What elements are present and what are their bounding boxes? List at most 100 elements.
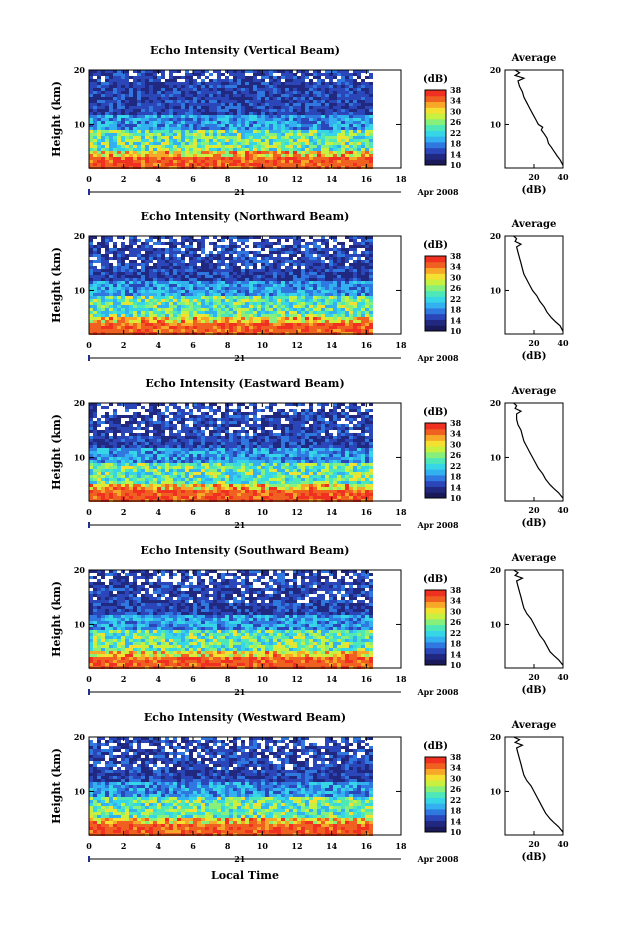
heatmap-cell: [201, 251, 205, 254]
heatmap-cell: [153, 103, 157, 106]
heatmap-cell: [113, 245, 117, 248]
heatmap-cell: [109, 239, 113, 242]
heatmap-cell: [129, 133, 133, 136]
heatmap-cell: [141, 254, 145, 257]
heatmap-cell: [353, 299, 357, 302]
heatmap-cell: [133, 448, 137, 451]
heatmap-cell: [261, 154, 265, 157]
heatmap-cell: [97, 76, 101, 79]
heatmap-cell: [157, 329, 161, 332]
heatmap-cell: [161, 121, 165, 124]
heatmap-cell: [173, 103, 177, 106]
heatmap-cell: [177, 278, 181, 281]
heatmap-cell: [117, 130, 121, 133]
heatmap-cell: [89, 323, 93, 326]
colorbar-unit-label: (dB): [423, 74, 448, 85]
heatmap-cell: [233, 323, 237, 326]
heatmap-cell: [101, 281, 105, 284]
heatmap-cell: [369, 163, 373, 166]
heatmap-cell: [149, 115, 153, 118]
heatmap-cell: [341, 124, 345, 127]
heatmap-cell: [329, 82, 333, 85]
heatmap-cell: [205, 260, 209, 263]
heatmap-cell: [285, 79, 289, 82]
heatmap-cell: [105, 454, 109, 457]
heatmap-cell: [93, 127, 97, 130]
heatmap-cell: [109, 481, 113, 484]
heatmap-cell: [269, 145, 273, 148]
heatmap-cell: [129, 242, 133, 245]
heatmap-cell: [305, 272, 309, 275]
heatmap-cell: [341, 148, 345, 151]
heatmap-cell: [261, 139, 265, 142]
heatmap-cell: [225, 79, 229, 82]
heatmap-cell: [305, 254, 309, 257]
heatmap-cell: [121, 436, 125, 439]
heatmap-cell: [333, 106, 337, 109]
heatmap-cell: [121, 154, 125, 157]
heatmap-cell: [273, 109, 277, 112]
heatmap-cell: [345, 314, 349, 317]
heatmap-cell: [305, 317, 309, 320]
heatmap-cell: [93, 82, 97, 85]
heatmap-cell: [97, 94, 101, 97]
heatmap-cell: [173, 242, 177, 245]
heatmap-cell: [93, 320, 97, 323]
heatmap-cell: [349, 290, 353, 293]
heatmap-cell: [337, 82, 341, 85]
date-label: 21: [234, 187, 245, 197]
heatmap-cell: [121, 299, 125, 302]
heatmap-cell: [281, 326, 285, 329]
heatmap-cell: [193, 281, 197, 284]
heatmap-cell: [117, 454, 121, 457]
heatmap-cell: [117, 463, 121, 466]
heatmap-cell: [137, 130, 141, 133]
heatmap-cell: [201, 115, 205, 118]
heatmap-cell: [265, 278, 269, 281]
heatmap-cell: [113, 493, 117, 496]
heatmap-cell: [297, 130, 301, 133]
heatmap-cell: [265, 148, 269, 151]
heatmap-cell: [117, 475, 121, 478]
colorbar-segment: [425, 125, 446, 131]
heatmap-cell: [93, 430, 97, 433]
heatmap-cell: [357, 118, 361, 121]
heatmap-cell: [265, 106, 269, 109]
heatmap-cell: [333, 290, 337, 293]
heatmap-cell: [209, 82, 213, 85]
heatmap-cell: [333, 112, 337, 115]
heatmap-cell: [317, 260, 321, 263]
heatmap-cell: [229, 287, 233, 290]
heatmap-cell: [113, 418, 117, 421]
heatmap-cell: [205, 91, 209, 94]
heatmap-cell: [137, 317, 141, 320]
heatmap-cell: [341, 311, 345, 314]
heatmap-cell: [277, 163, 281, 166]
heatmap-cell: [117, 308, 121, 311]
heatmap-cell: [233, 151, 237, 154]
heatmap-cell: [325, 106, 329, 109]
heatmap-cell: [201, 293, 205, 296]
heatmap-cell: [181, 314, 185, 317]
heatmap-cell: [361, 266, 365, 269]
heatmap-cell: [221, 133, 225, 136]
heatmap-cell: [101, 263, 105, 266]
heatmap-cell: [89, 266, 93, 269]
heatmap-cell: [317, 329, 321, 332]
heatmap-cell: [293, 76, 297, 79]
heatmap-cell: [93, 463, 97, 466]
heatmap-cell: [261, 302, 265, 305]
heatmap-cell: [117, 323, 121, 326]
heatmap-cell: [205, 287, 209, 290]
heatmap-cell: [321, 100, 325, 103]
heatmap-cell: [221, 88, 225, 91]
heatmap-cell: [205, 94, 209, 97]
heatmap-cell: [113, 136, 117, 139]
heatmap-cell: [233, 100, 237, 103]
heatmap-cell: [93, 73, 97, 76]
heatmap-cell: [221, 290, 225, 293]
heatmap-cell: [129, 415, 133, 418]
heatmap-cell: [141, 290, 145, 293]
heatmap-cell: [217, 239, 221, 242]
heatmap-cell: [137, 412, 141, 415]
